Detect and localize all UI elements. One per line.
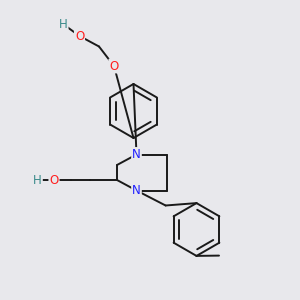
Text: N: N	[132, 148, 141, 161]
Text: O: O	[50, 173, 58, 187]
Text: O: O	[110, 59, 118, 73]
Text: H: H	[58, 17, 68, 31]
Text: N: N	[132, 184, 141, 197]
Text: O: O	[75, 29, 84, 43]
Text: H: H	[33, 173, 42, 187]
Text: H: H	[58, 16, 68, 29]
